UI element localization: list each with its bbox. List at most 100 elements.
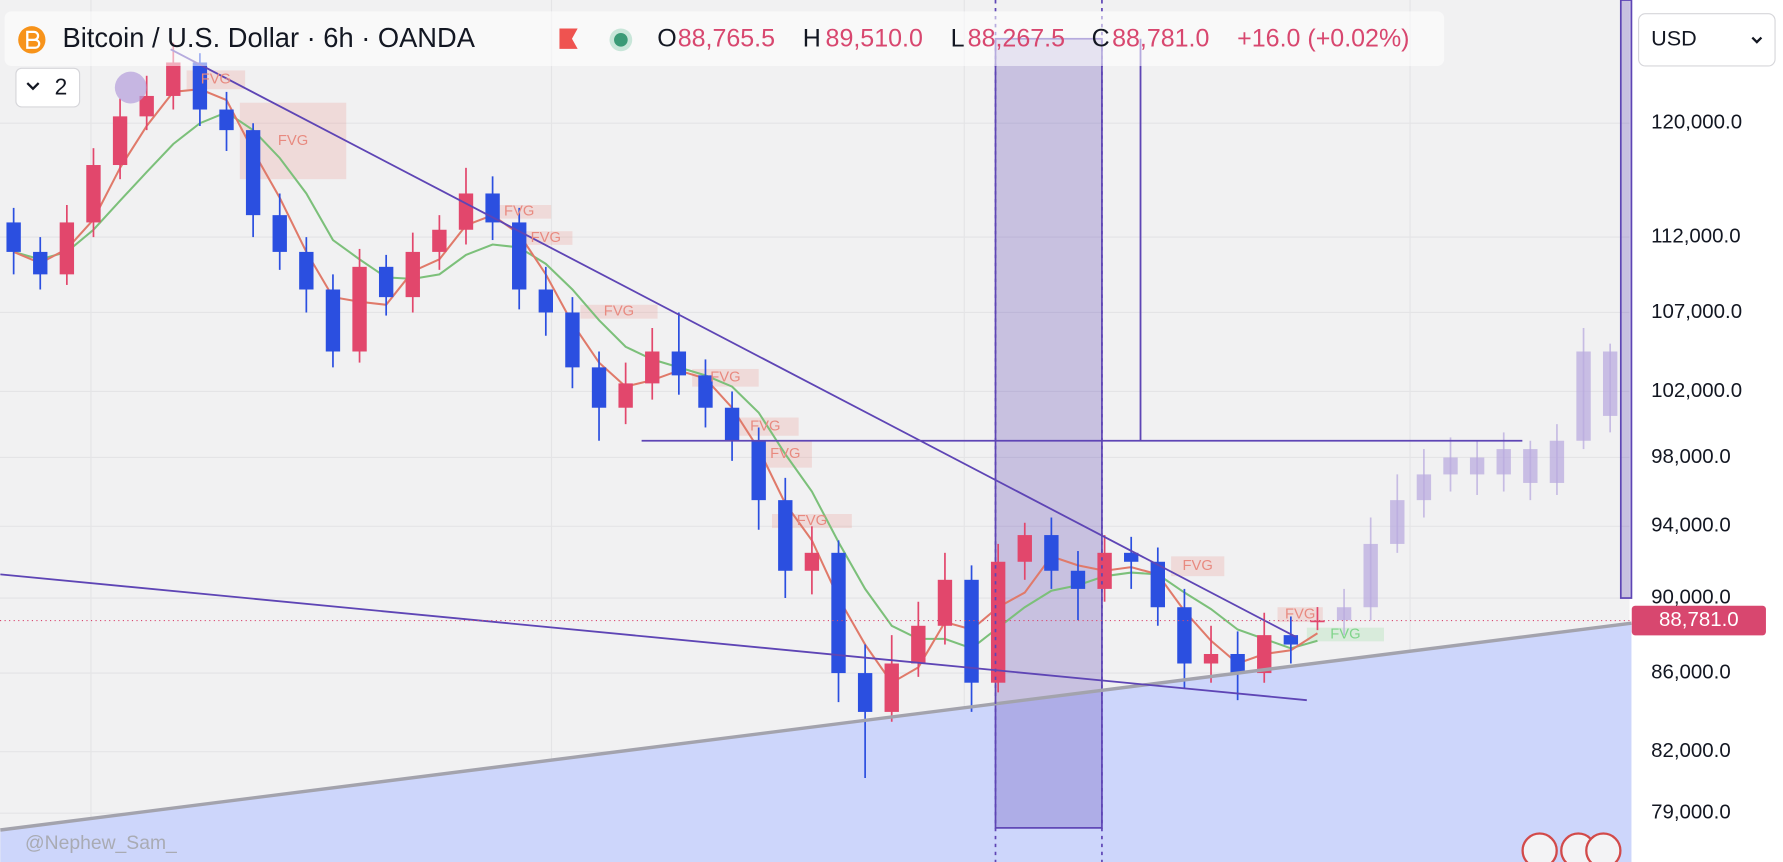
ohlc-value: 89,510.0	[826, 24, 923, 52]
candle-body	[538, 289, 554, 313]
fvg-zone	[732, 417, 799, 436]
candle-body	[512, 222, 527, 290]
status-dot	[614, 33, 628, 47]
candle-body	[751, 440, 766, 501]
fvg-label: FVG	[797, 513, 827, 529]
fvg-label: FVG	[1330, 626, 1360, 642]
ohlc-key: L	[951, 24, 965, 52]
fvg-label: FVG	[278, 133, 308, 149]
candle-body	[1549, 440, 1565, 483]
candle-body	[245, 130, 261, 216]
candle-body	[1283, 635, 1299, 645]
price-axis-background	[1629, 0, 1783, 862]
candle-body	[6, 222, 21, 252]
candle-body	[139, 95, 154, 117]
indicators-toggle[interactable]	[15, 67, 81, 108]
candle-body	[724, 407, 740, 441]
bitcoin-glyph	[26, 30, 41, 49]
candle-body	[1576, 351, 1591, 441]
replay-icon[interactable]	[114, 71, 147, 104]
flag-icons	[1521, 832, 1622, 862]
candle-body	[1097, 552, 1112, 589]
fvg-label: FVG	[710, 370, 740, 386]
range-box	[1619, 0, 1633, 599]
fvg-zone	[1171, 556, 1225, 577]
fvg-label: FVG	[504, 204, 534, 220]
candle-body	[1523, 449, 1538, 483]
ohlc-key: C	[1092, 24, 1110, 52]
candle-body	[432, 229, 447, 252]
fvg-zone	[519, 231, 573, 245]
header-background	[4, 11, 1445, 66]
y-tick-label: 86,000.0	[1651, 660, 1731, 683]
candle-body	[1044, 535, 1059, 571]
candle-body	[1390, 500, 1405, 544]
chevron	[26, 82, 40, 91]
y-tick-label: 120,000.0	[1651, 111, 1742, 134]
y-tick-label: 94,000.0	[1651, 514, 1731, 537]
chevron	[1751, 36, 1763, 44]
candle-body	[1257, 635, 1272, 674]
candle-body	[192, 62, 208, 110]
fvg-label: FVG	[1183, 558, 1213, 574]
candle-body	[1124, 552, 1139, 562]
y-tick-label: 79,000.0	[1651, 801, 1731, 824]
candle-body	[1416, 474, 1432, 501]
candle-body	[831, 552, 846, 674]
candle-body	[112, 116, 128, 166]
candle-body	[378, 266, 394, 298]
candle-body	[804, 552, 820, 571]
flag-icon	[559, 28, 578, 49]
currency-label: USD	[1651, 26, 1697, 51]
chart-title: Bitcoin / U.S. Dollar · 6h · OANDA	[63, 22, 476, 53]
fvg-label: FVG	[770, 446, 800, 462]
candle-body	[299, 251, 314, 290]
y-tick-label: 98,000.0	[1651, 445, 1731, 468]
candle-body	[1469, 457, 1485, 475]
ohlc-value: 88,267.5	[968, 24, 1065, 52]
candle-body	[219, 109, 234, 131]
support-area	[0, 623, 1632, 862]
candle-body	[1443, 457, 1458, 475]
last-price-box	[1631, 605, 1766, 636]
ohlc-value: 88,781.0	[1112, 24, 1209, 52]
trend-line	[170, 48, 1297, 638]
fvg-label: FVG	[531, 230, 561, 246]
candle-body	[166, 62, 181, 96]
candle-body	[591, 367, 607, 408]
candle-body	[59, 222, 75, 275]
candle-body	[1496, 449, 1511, 475]
candle-body	[1310, 620, 1325, 623]
fvg-label: FVG	[1285, 607, 1315, 623]
candle-body	[1177, 607, 1192, 664]
range-box	[994, 37, 1103, 829]
ohlc-key: O	[657, 24, 676, 52]
fvg-zone	[1306, 627, 1384, 642]
candle-body	[325, 289, 341, 352]
last-price-label: 88,781.0	[1659, 608, 1739, 631]
candle-body	[1336, 607, 1352, 621]
candle-body	[565, 312, 580, 368]
fvg-zone	[1277, 607, 1323, 623]
fvg-zone	[580, 304, 658, 319]
candle-body	[884, 663, 899, 712]
fvg-label: FVG	[604, 304, 634, 320]
fvg-label: FVG	[750, 419, 780, 435]
candle-body	[618, 383, 633, 408]
candle-body	[698, 375, 713, 408]
candle-body	[1017, 535, 1032, 562]
candle-body	[272, 215, 287, 252]
candle-body	[1363, 543, 1378, 608]
candle-body	[937, 579, 953, 626]
candle-body	[1602, 351, 1618, 416]
currency-select[interactable]	[1638, 13, 1776, 67]
ohlc-value: 88,765.5	[678, 24, 775, 52]
candle-body	[1203, 653, 1219, 664]
candle-body	[1230, 653, 1245, 674]
trend-line	[0, 573, 1307, 702]
candle-body	[33, 251, 48, 275]
candle-body	[964, 579, 979, 683]
candle-body	[405, 251, 420, 298]
